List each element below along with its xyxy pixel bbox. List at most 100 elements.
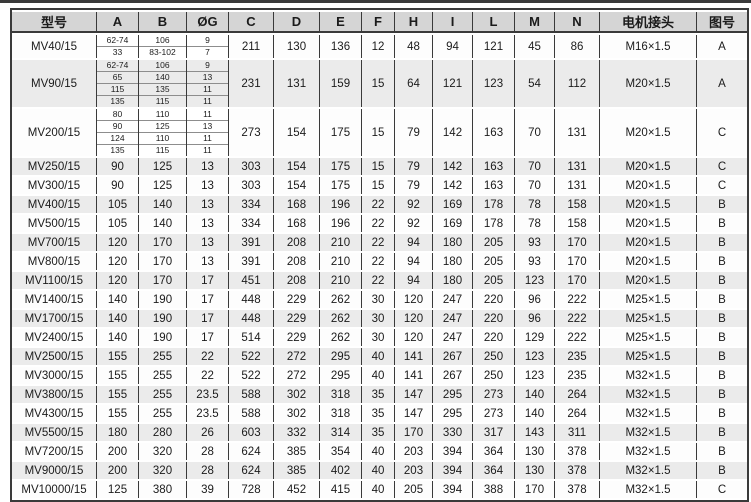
cell-d: 272 — [274, 348, 320, 365]
cell-a: 105 — [97, 215, 139, 232]
sub-value: 135 — [110, 96, 125, 106]
cell-n: 86 — [555, 35, 600, 58]
cell-g: 13 — [187, 253, 229, 270]
cell-i: 267 — [433, 367, 473, 384]
cell-l: 163 — [473, 109, 515, 156]
sub-value: 135 — [139, 84, 186, 96]
cell-b: 106 140 135 115 — [139, 60, 187, 107]
sub-value: 65 — [97, 72, 138, 84]
cell-conn: M32×1.5 — [600, 424, 697, 441]
cell-fig: B — [697, 367, 747, 384]
cell-d: 229 — [274, 291, 320, 308]
cell-c: 303 — [229, 177, 274, 194]
cell-m: 93 — [515, 253, 555, 270]
sub-value-stack: 62-74 65 115 135 — [97, 60, 138, 107]
cell-d: 154 — [274, 158, 320, 175]
table-row: MV10000/15 125 380 39 728 452 415 40 205 394 388 17… — [12, 481, 747, 498]
cell-l: 220 — [473, 310, 515, 327]
cell-f: 22 — [362, 234, 395, 251]
cell-n: 378 — [555, 443, 600, 460]
cell-g: 13 — [187, 234, 229, 251]
cell-m: 93 — [515, 234, 555, 251]
cell-e: 415 — [320, 481, 362, 498]
col-header-a: A — [97, 12, 139, 33]
cell-a: 155 — [97, 367, 139, 384]
cell-a: 62-74 33 — [97, 35, 139, 58]
cell-fig: B — [697, 348, 747, 365]
sub-value: 11 — [187, 133, 228, 145]
cell-n: 112 — [555, 60, 600, 107]
table-body: MV40/15 62-74 33 106 83-102 9 7 211 130 136 12 48 94… — [12, 35, 747, 498]
cell-e: 295 — [320, 348, 362, 365]
cell-m: 96 — [515, 310, 555, 327]
sub-value: 80 — [97, 109, 138, 121]
cell-f: 12 — [362, 35, 395, 58]
cell-a: 155 — [97, 348, 139, 365]
sub-value: 7 — [205, 47, 210, 57]
cell-l: 364 — [473, 443, 515, 460]
cell-g: 28 — [187, 443, 229, 460]
col-header-f: F — [362, 12, 395, 33]
cell-c: 588 — [229, 405, 274, 422]
cell-h: 120 — [395, 329, 433, 346]
cell-f: 35 — [362, 405, 395, 422]
cell-h: 141 — [395, 348, 433, 365]
cell-conn: M32×1.5 — [600, 481, 697, 498]
cell-n: 222 — [555, 291, 600, 308]
cell-fig: B — [697, 234, 747, 251]
cell-c: 514 — [229, 329, 274, 346]
sub-value: 115 — [155, 96, 170, 106]
sub-value: 11 — [187, 84, 228, 96]
cell-i: 394 — [433, 443, 473, 460]
table-row: MV200/15 80 90 124 135 110 125 110 115 11 13 11 11 27… — [12, 109, 747, 156]
table-row: MV300/15 90 125 13 303 154 175 15 79 142 163 70 131 M… — [12, 177, 747, 194]
cell-d: 208 — [274, 253, 320, 270]
cell-i: 94 — [433, 35, 473, 58]
table-row: MV800/15 120 170 13 391 208 210 22 94 180 205 93 170… — [12, 253, 747, 270]
cell-a: 200 — [97, 462, 139, 479]
cell-a: 140 — [97, 291, 139, 308]
cell-h: 79 — [395, 109, 433, 156]
cell-h: 92 — [395, 196, 433, 213]
sub-value-stack: 80 90 124 135 — [97, 109, 138, 156]
cell-b: 380 — [139, 481, 187, 498]
table-row: MV5500/15 180 280 26 603 332 314 35 170 330 317 143… — [12, 424, 747, 441]
cell-i: 142 — [433, 109, 473, 156]
cell-d: 452 — [274, 481, 320, 498]
cell-l: 273 — [473, 405, 515, 422]
col-header-c: C — [229, 12, 274, 33]
cell-fig: B — [697, 386, 747, 403]
cell-l: 388 — [473, 481, 515, 498]
cell-h: 79 — [395, 177, 433, 194]
cell-n: 235 — [555, 367, 600, 384]
cell-i: 142 — [433, 177, 473, 194]
cell-i: 330 — [433, 424, 473, 441]
cell-d: 229 — [274, 329, 320, 346]
cell-e: 210 — [320, 253, 362, 270]
cell-b: 125 — [139, 177, 187, 194]
cell-m: 130 — [515, 462, 555, 479]
cell-c: 522 — [229, 367, 274, 384]
col-header-model: 型号 — [12, 12, 97, 33]
cell-e: 262 — [320, 291, 362, 308]
table-row: MV3800/15 155 255 23.5 588 302 318 35 147 295 273 1… — [12, 386, 747, 403]
cell-h: 147 — [395, 386, 433, 403]
cell-i: 247 — [433, 291, 473, 308]
cell-e: 175 — [320, 177, 362, 194]
cell-i: 295 — [433, 386, 473, 403]
cell-l: 123 — [473, 60, 515, 107]
cell-n: 378 — [555, 481, 600, 498]
cell-e: 354 — [320, 443, 362, 460]
cell-i: 295 — [433, 405, 473, 422]
cell-conn: M20×1.5 — [600, 272, 697, 289]
cell-f: 22 — [362, 196, 395, 213]
cell-fig: B — [697, 196, 747, 213]
cell-conn: M20×1.5 — [600, 234, 697, 251]
cell-h: 79 — [395, 158, 433, 175]
table-row: MV7200/15 200 320 28 624 385 354 40 203 394 364 130… — [12, 443, 747, 460]
table-row: MV1700/15 140 190 17 448 229 262 30 120 247 220 96 2… — [12, 310, 747, 327]
cell-f: 15 — [362, 60, 395, 107]
cell-l: 273 — [473, 386, 515, 403]
col-header-l: L — [473, 12, 515, 33]
